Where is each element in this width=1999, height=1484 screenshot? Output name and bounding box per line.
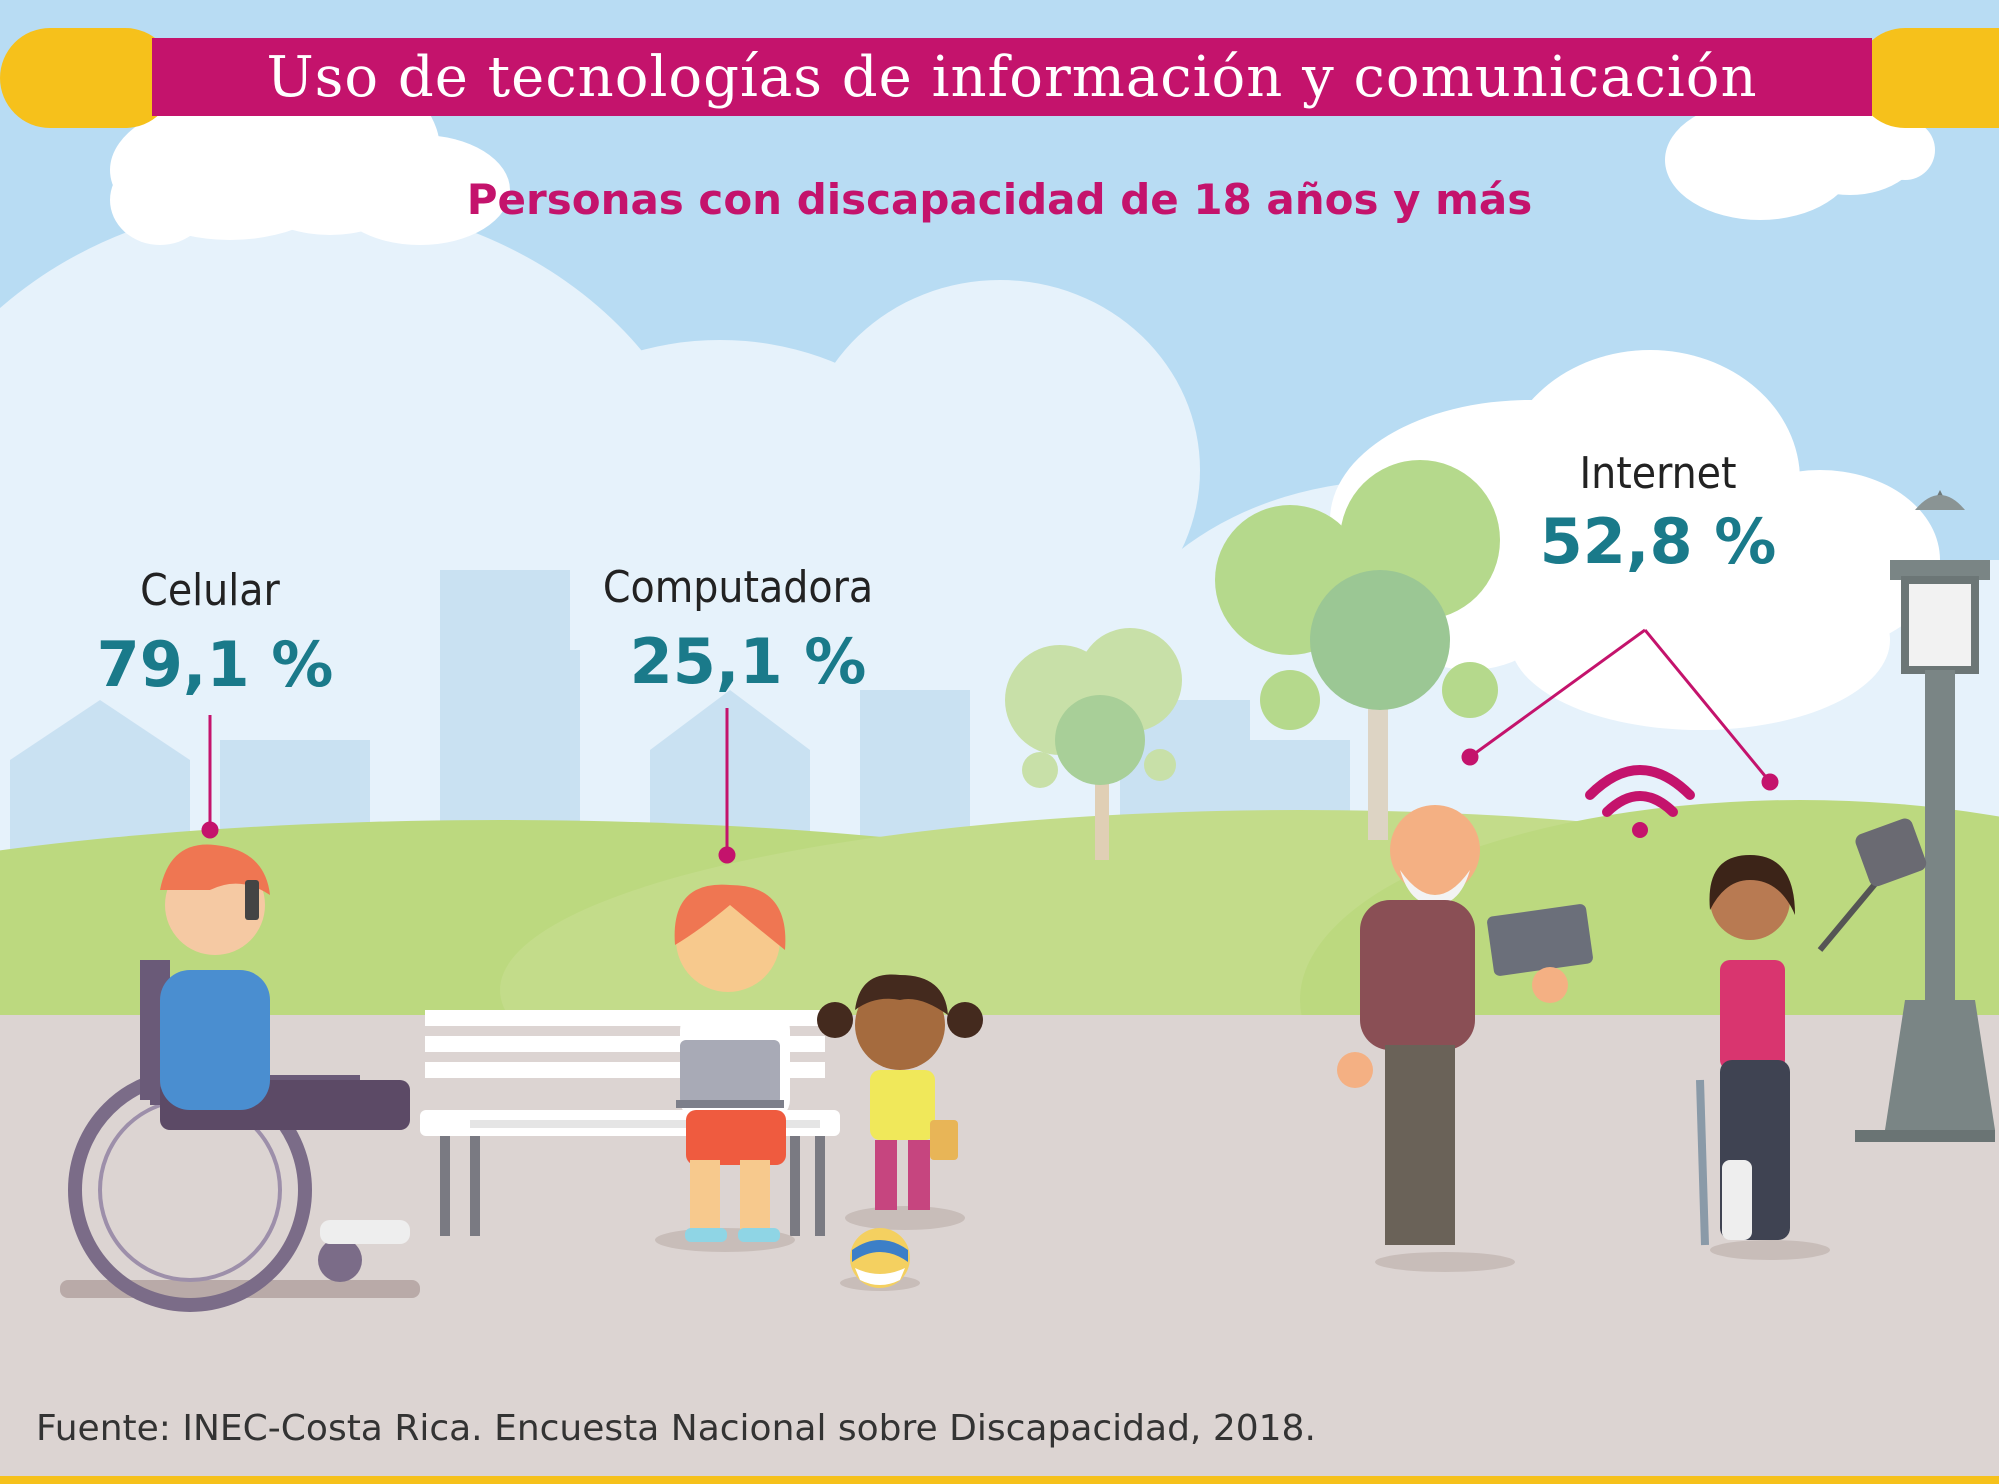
woman-with-selfie-stick-illustration (1696, 818, 1927, 1260)
banner-end-cap-right (1855, 28, 1999, 128)
page-title: Uso de tecnologías de información y comu… (152, 38, 1872, 116)
older-man-with-laptop-illustration (1337, 805, 1593, 1272)
banner-end-cap-left (0, 28, 175, 128)
wheelchair-user-illustration (60, 844, 420, 1312)
woman-with-laptop-illustration (655, 884, 795, 1252)
page-subtitle: Personas con discapacidad de 18 años y m… (466, 175, 1533, 224)
stat-computadora-value: 25,1 % (629, 625, 867, 698)
beach-ball-illustration (840, 1228, 920, 1291)
wifi-icon (1585, 765, 1695, 838)
girl-with-robot-toy-illustration (817, 974, 983, 1230)
big-tree (1215, 460, 1500, 840)
stat-celular-label: Celular (140, 565, 280, 616)
small-tree (1005, 628, 1182, 860)
stat-internet-label: Internet (1579, 448, 1737, 499)
bottom-accent-bar (0, 1476, 1999, 1484)
stat-celular-value: 79,1 % (96, 628, 334, 701)
street-lamp (1855, 490, 1995, 1142)
source-footnote: Fuente: INEC-Costa Rica. Encuesta Nacion… (36, 1408, 1316, 1449)
stat-internet-value: 52,8 % (1539, 505, 1777, 578)
callout-pointers (201, 628, 1779, 864)
stat-computadora-label: Computadora (602, 562, 874, 613)
